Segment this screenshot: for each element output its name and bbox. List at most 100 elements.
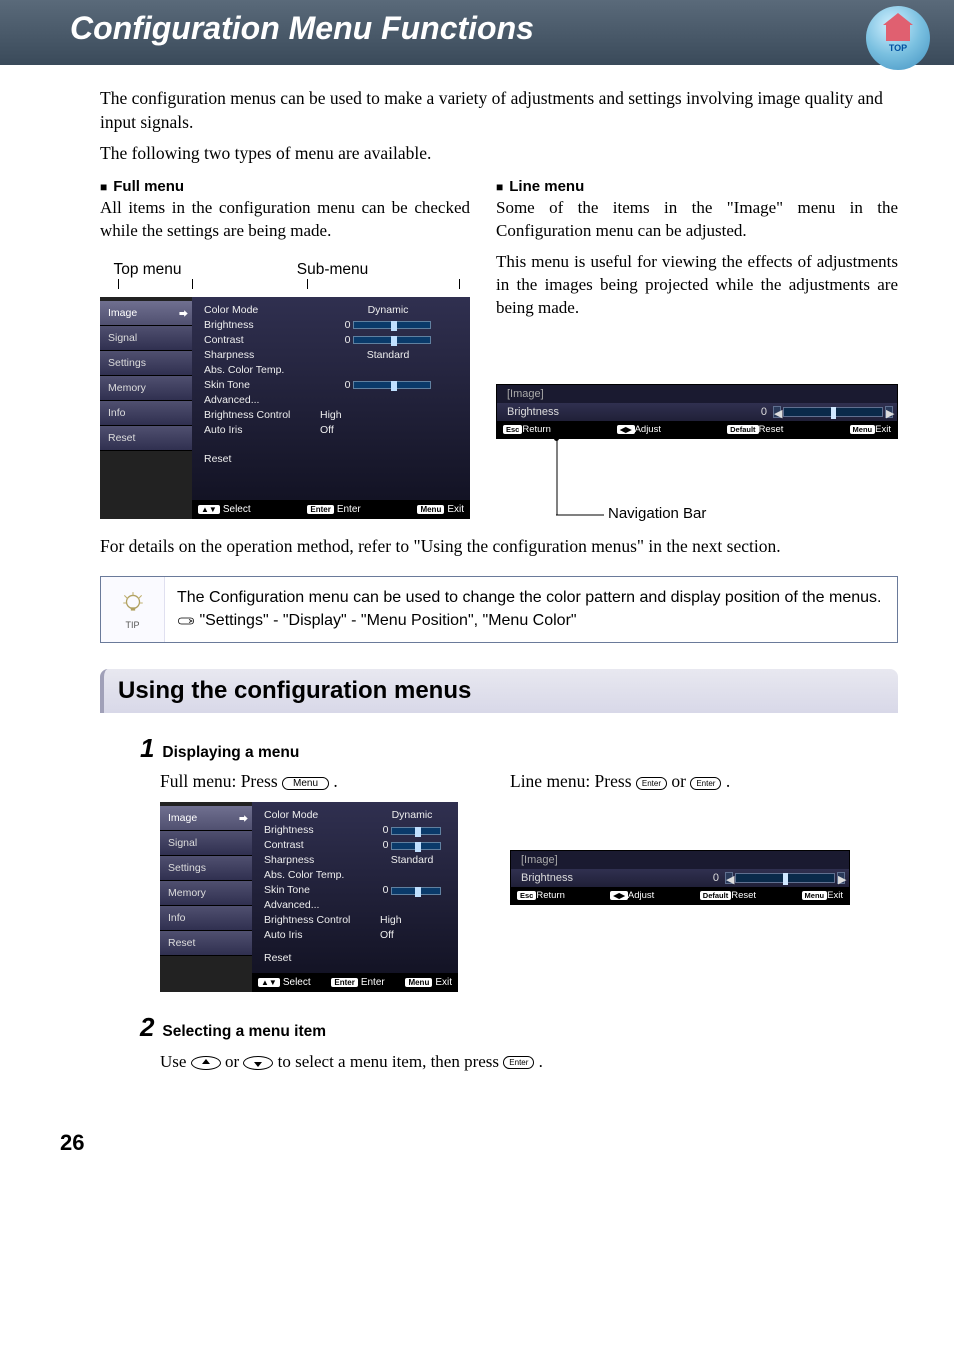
- navbar-callout: Navigation Bar: [608, 505, 706, 522]
- sub-val: Standard: [374, 854, 450, 866]
- top-menu-list: Image Signal Settings Memory Info Reset: [100, 297, 192, 519]
- sub-key: Contrast: [204, 334, 314, 346]
- sub-key: Auto Iris: [264, 929, 374, 941]
- top-menu-item[interactable]: Reset: [160, 931, 252, 956]
- diagram-labels: Top menu Sub-menu: [100, 261, 470, 279]
- step1-line-post: .: [726, 771, 730, 791]
- lm-key: Brightness: [521, 872, 573, 884]
- down-pad-icon[interactable]: [243, 1056, 273, 1070]
- top-menu-label: Top menu: [100, 261, 195, 279]
- menu-button-icon[interactable]: Menu: [282, 777, 329, 790]
- lightbulb-icon: [120, 590, 146, 616]
- slider[interactable]: [391, 842, 441, 850]
- top-menu-item[interactable]: Image: [160, 806, 252, 831]
- footer-tag: Default: [700, 891, 731, 900]
- footer-tag: Menu: [417, 505, 444, 514]
- footer-txt: Return: [522, 424, 551, 435]
- top-menu-item[interactable]: Signal: [160, 831, 252, 856]
- lm-slider[interactable]: 0 ◀▶: [761, 406, 893, 418]
- top-menu-item[interactable]: Settings: [160, 856, 252, 881]
- slider[interactable]: [391, 887, 441, 895]
- step2-text: Use: [160, 1052, 191, 1071]
- sub-val: 0: [374, 839, 450, 851]
- step1-line-or: or: [671, 771, 690, 791]
- footer-tag: ◀▶: [617, 425, 635, 434]
- footer-txt: Enter: [361, 977, 385, 988]
- sub-val: High: [314, 409, 462, 421]
- lm-slider[interactable]: 0 ◀▶: [713, 872, 845, 884]
- reset-item[interactable]: Reset: [264, 952, 374, 964]
- sub-val: Dynamic: [374, 809, 450, 821]
- reset-item[interactable]: Reset: [204, 453, 314, 465]
- top-menu-item[interactable]: Settings: [100, 351, 192, 376]
- footer-tag: Enter: [307, 505, 333, 514]
- slider[interactable]: [353, 336, 431, 344]
- footer-tag: Menu: [802, 891, 828, 900]
- sub-menu-list: Color ModeDynamic Brightness0 Contrast0 …: [192, 297, 470, 519]
- lm-key: Brightness: [507, 406, 559, 418]
- footer-txt: Adjust: [628, 890, 654, 901]
- enter-button-icon[interactable]: Enter: [636, 777, 667, 790]
- slider[interactable]: [353, 321, 431, 329]
- slider[interactable]: [391, 827, 441, 835]
- top-link-icon[interactable]: TOP: [866, 6, 930, 70]
- top-menu-item[interactable]: Image: [100, 301, 192, 326]
- footer-tag: Menu: [850, 425, 876, 434]
- lm-val: 0: [713, 872, 719, 884]
- top-menu-item[interactable]: Info: [100, 401, 192, 426]
- step1-cols: Full menu: Press Menu . Image Signal Set…: [160, 770, 898, 992]
- step2-text: .: [539, 1052, 543, 1071]
- step1-full-pre: Full menu: Press: [160, 771, 282, 791]
- step1-full-post: .: [333, 771, 337, 791]
- line-menu-heading: Line menu: [496, 178, 898, 195]
- sub-val: Dynamic: [314, 304, 462, 316]
- sub-key: Sharpness: [204, 349, 314, 361]
- full-menu-heading: Full menu: [100, 178, 470, 195]
- step-number: 2: [140, 1012, 158, 1043]
- top-menu-item[interactable]: Info: [160, 906, 252, 931]
- full-menu-screenshot-small: Image Signal Settings Memory Info Reset …: [160, 802, 458, 992]
- step1-full-col: Full menu: Press Menu . Image Signal Set…: [160, 770, 458, 992]
- enter-button-icon[interactable]: Enter: [690, 777, 721, 790]
- sub-val: 0: [374, 824, 450, 836]
- tip-icon-col: TIP: [101, 577, 165, 642]
- footer-txt: Adjust: [635, 424, 661, 435]
- footer-tag: Menu: [405, 978, 432, 987]
- menu-footer: ▲▼Select EnterEnter MenuExit: [192, 500, 470, 519]
- footer-txt: Return: [536, 890, 565, 901]
- section2: Using the configuration menus: [100, 669, 898, 713]
- top-menu-item[interactable]: Memory: [100, 376, 192, 401]
- top-label: TOP: [889, 43, 907, 53]
- enter-button-icon[interactable]: Enter: [503, 1056, 534, 1069]
- footer-tag: Esc: [517, 891, 536, 900]
- lm-val: 0: [761, 406, 767, 418]
- lm-footer: EscReturn ◀▶Adjust DefaultReset MenuExit: [497, 421, 897, 438]
- full-menu-col: Full menu All items in the configuration…: [100, 178, 470, 519]
- top-menu-item[interactable]: Memory: [160, 881, 252, 906]
- line-menu-screenshot-small: [Image] Brightness 0 ◀▶ EscReturn ◀▶Adju…: [510, 850, 850, 905]
- sub-key: Brightness Control: [204, 409, 314, 421]
- full-menu-screenshot: Image Signal Settings Memory Info Reset …: [100, 297, 470, 519]
- footer-tag: Esc: [503, 425, 522, 434]
- line-menu-col: Line menu Some of the items in the "Imag…: [496, 178, 898, 519]
- sub-val: 0: [374, 884, 450, 896]
- slider[interactable]: [353, 381, 431, 389]
- footer-txt: Enter: [337, 504, 361, 515]
- top-menu-item[interactable]: Signal: [100, 326, 192, 351]
- tip-line1: The Configuration menu can be used to ch…: [177, 587, 885, 609]
- footer-txt: Exit: [827, 890, 843, 901]
- pointing-hand-icon: [177, 615, 195, 627]
- sub-key: Brightness: [204, 319, 314, 331]
- footer-tag: ◀▶: [610, 891, 628, 900]
- intro-p1: The configuration menus can be used to m…: [100, 87, 898, 134]
- footer-txt: Exit: [435, 977, 452, 988]
- footer-txt: Exit: [875, 424, 891, 435]
- sub-key: Abs. Color Temp.: [204, 364, 314, 376]
- top-menu-item[interactable]: Reset: [100, 426, 192, 451]
- lm-header: [Image]: [497, 385, 897, 403]
- section2-heading: Using the configuration menus: [100, 669, 898, 713]
- sub-key: Color Mode: [264, 809, 374, 821]
- up-pad-icon[interactable]: [191, 1056, 221, 1070]
- sub-key: Color Mode: [204, 304, 314, 316]
- footer-tag: Default: [727, 425, 758, 434]
